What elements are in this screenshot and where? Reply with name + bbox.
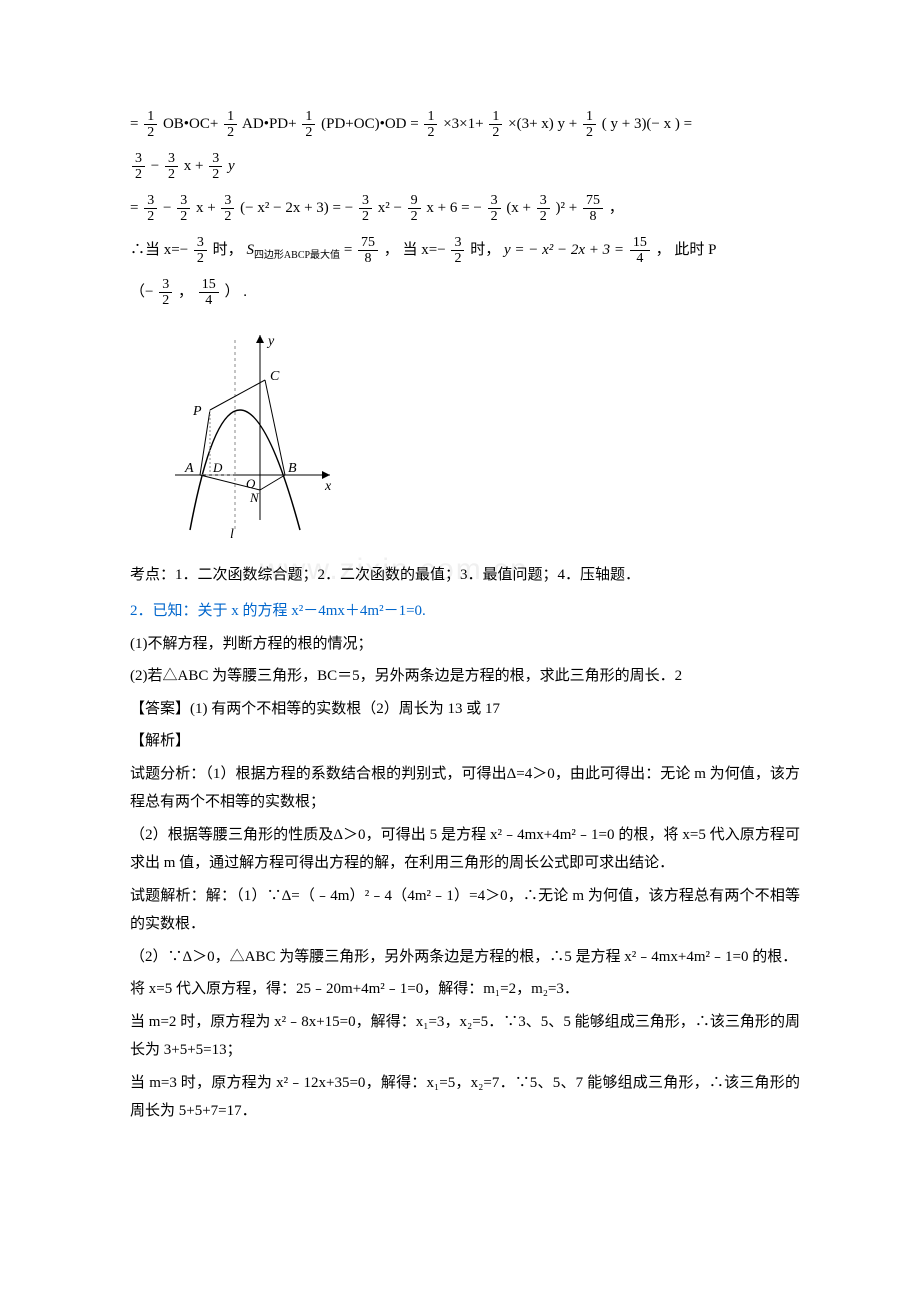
question-2-title: 2．已知：关于 x 的方程 x²－4mx＋4m²－1=0.: [130, 597, 800, 626]
eq4-sub: 四边形ABCP最大值: [254, 250, 340, 261]
equation-5: （− 32 ， 154 ） .: [130, 274, 800, 310]
eq4-6: ， 此时 P: [656, 242, 717, 258]
frac-3h-c: 32: [209, 151, 222, 183]
eq3-3: x +: [196, 200, 216, 216]
label-O: O: [246, 476, 256, 491]
equation-1: = 12 OB•OC+ 12 AD•PD+ 12 (PD+OC)•OD = 12…: [130, 106, 800, 142]
eq1-t3: (PD+OC)•OD: [321, 116, 406, 132]
frac-15-4: 154: [630, 235, 650, 267]
solve-p1: 试题解析：解：（1）∵Δ=（﹣4m）²﹣4（4m²﹣1）=4＞0，∴无论 m 为…: [130, 882, 800, 939]
frac-half-1: 12: [144, 109, 157, 141]
eq1-tail: =: [684, 116, 692, 132]
q2-part1: (1)不解方程，判断方程的根的情况；: [130, 630, 800, 659]
eq4-S: S: [246, 242, 254, 258]
label-P: P: [192, 404, 202, 419]
eq4-3: =: [344, 242, 352, 258]
eq1-mid: =: [410, 116, 418, 132]
frac-half-2: 12: [224, 109, 237, 141]
frac-half-5: 12: [489, 109, 502, 141]
q2-part2: (2)若△ABC 为等腰三角形，BC＝5，另外两条边是方程的根，求此三角形的周长…: [130, 662, 800, 691]
label-B: B: [288, 461, 297, 476]
eq3-p1: (− x² − 2x + 3) = −: [240, 200, 353, 216]
eq1-r2: ×(3+ x) y +: [508, 116, 577, 132]
frac-3h-d: 32: [144, 193, 157, 225]
answer-header: 【答案】(1) 有两个不相等的实数根（2）周长为 13 或 17: [130, 695, 800, 724]
label-N: N: [249, 490, 260, 505]
label-y: y: [266, 334, 275, 349]
solve-p3: 将 x=5 代入原方程，得：25﹣20m+4m²﹣1=0，解得：m₁=2，m₂=…: [130, 975, 800, 1004]
eq3-2: −: [163, 200, 171, 216]
eq3-p5: )² +: [556, 200, 578, 216]
equation-2: 32 − 32 x + 32 y: [130, 148, 800, 184]
solve-p4: 当 m=2 时，原方程为 x²﹣8x+15=0，解得：x₁=3，x₂=5．∵3、…: [130, 1008, 800, 1065]
eq4-4: ， 当 x=−: [384, 242, 446, 258]
frac-3h-k: 32: [451, 235, 464, 267]
frac-3h-j: 32: [194, 235, 207, 267]
eq2-b: x +: [184, 158, 204, 174]
eq1-t1: OB•OC+: [163, 116, 218, 132]
frac-75-8b: 758: [358, 235, 378, 267]
eq5-close: ） .: [224, 284, 247, 300]
parabola-svg: y x A B C P D O N l: [170, 320, 340, 540]
analysis-header: 【解析】: [130, 727, 800, 756]
frac-3h-e: 32: [177, 193, 190, 225]
eq1-t2: AD•PD+: [242, 116, 297, 132]
label-x: x: [324, 479, 332, 494]
solve-p2: （2）∵Δ＞0，△ABC 为等腰三角形，另外两条边是方程的根，∴5 是方程 x²…: [130, 943, 800, 972]
eq4-2: 时，: [213, 242, 243, 258]
eq3-p3: x + 6 = −: [426, 200, 481, 216]
frac-75-8: 758: [583, 193, 603, 225]
eq4-1: ∴当 x=−: [130, 242, 188, 258]
label-l: l: [230, 527, 234, 540]
eq3-p2: x² −: [378, 200, 402, 216]
eq5-sep: ，: [178, 284, 193, 300]
label-C: C: [270, 369, 280, 384]
eq4-5: 时，: [470, 242, 500, 258]
q2-title-text: 2．已知：关于 x 的方程 x²－4mx＋4m²－1=0.: [130, 603, 426, 619]
solve-p5: 当 m=3 时，原方程为 x²﹣12x+35=0，解得：x₁=5，x₂=7．∵5…: [130, 1069, 800, 1126]
eq4-eq: y = − x² − 2x + 3 =: [504, 242, 624, 258]
topic-text: 考点：1．二次函数综合题；2．二次函数的最值；3．最值问题；4．压轴题．: [130, 567, 640, 583]
frac-half-6: 12: [583, 109, 596, 141]
frac-3h-f: 32: [221, 193, 234, 225]
frac-3h-g: 32: [359, 193, 372, 225]
frac-3h-i: 32: [537, 193, 550, 225]
frac-half-3: 12: [302, 109, 315, 141]
frac-15-4b: 154: [199, 277, 219, 309]
eq1-r1: ×3×1+: [443, 116, 483, 132]
frac-3h-b: 32: [165, 151, 178, 183]
equation-3: = 32 − 32 x + 32 (− x² − 2x + 3) = − 32 …: [130, 190, 800, 226]
eq2-a: −: [151, 158, 159, 174]
frac-9h: 92: [408, 193, 421, 225]
eq1-r3: ( y + 3)(− x ): [602, 116, 680, 132]
eq2-c: y: [228, 158, 235, 174]
eq3-1: =: [130, 200, 138, 216]
parabola-diagram: y x A B C P D O N l: [170, 320, 800, 551]
frac-3h-h: 32: [488, 193, 501, 225]
label-D: D: [212, 460, 223, 475]
label-A: A: [184, 461, 194, 476]
topic-line: www.zixin.com.cn 考点：1．二次函数综合题；2．二次函数的最值；…: [130, 561, 800, 590]
frac-3h-l: 32: [159, 277, 172, 309]
eq1-prefix: =: [130, 116, 138, 132]
frac-3h-a: 32: [132, 151, 145, 183]
analysis-p2: （2）根据等腰三角形的性质及Δ＞0，可得出 5 是方程 x²﹣4mx+4m²﹣1…: [130, 821, 800, 878]
eq3-p4: (x +: [506, 200, 531, 216]
eq5-open: （−: [130, 284, 153, 300]
analysis-p1: 试题分析：（1）根据方程的系数结合根的判别式，可得出Δ=4＞0，由此可得出：无论…: [130, 760, 800, 817]
equation-4: ∴当 x=− 32 时， S四边形ABCP最大值 = 758 ， 当 x=− 3…: [130, 232, 800, 268]
eq3-end: ，: [609, 200, 624, 216]
frac-half-4: 12: [424, 109, 437, 141]
